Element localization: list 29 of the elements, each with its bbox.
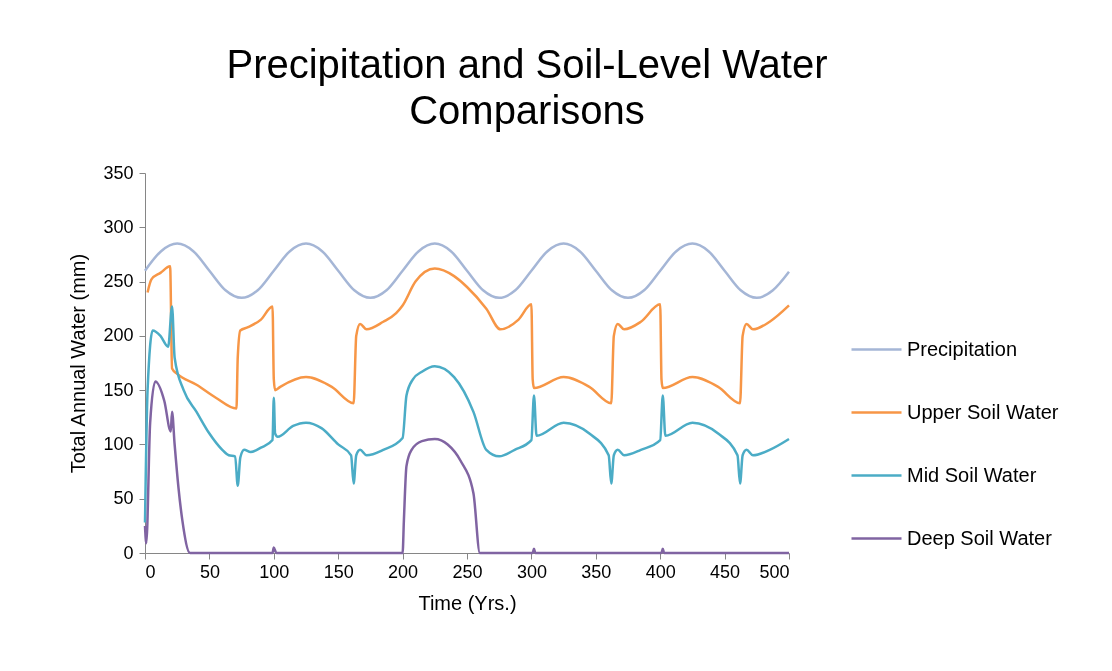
y-tick-label: 0 (123, 542, 134, 563)
chart-title: Precipitation and Soil-Level Water Comparisons (226, 42, 828, 132)
x-tick-label: 50 (199, 561, 220, 582)
legend-label: Deep Soil Water (907, 526, 1053, 549)
y-tick-label: 350 (103, 162, 134, 183)
y-axis-title: Total Annual Water (mm) (67, 253, 90, 474)
y-tick-label: 200 (103, 325, 134, 346)
line-series (143, 242, 791, 300)
y-tick-label: 100 (103, 433, 134, 454)
x-axis-title: Time (Yrs.) (418, 591, 517, 614)
line-series (143, 305, 791, 524)
y-tick-label: 300 (103, 216, 134, 237)
x-tick-label: 450 (710, 561, 741, 582)
x-tick-label: 350 (581, 561, 612, 582)
x-tick-label: 500 (759, 561, 790, 582)
legend-label: Upper Soil Water (907, 400, 1059, 423)
legend-label: Mid Soil Water (907, 463, 1037, 486)
y-tick-label: 150 (103, 379, 134, 400)
y-tick-label: 50 (113, 488, 134, 509)
line-series (146, 265, 791, 410)
x-tick-label: 200 (388, 561, 419, 582)
x-tick-label: 300 (516, 561, 547, 582)
y-tick-label: 250 (103, 271, 134, 292)
x-tick-label: 250 (452, 561, 483, 582)
x-tick-label: 0 (145, 561, 156, 582)
x-tick-label: 100 (259, 561, 290, 582)
legend-label: Precipitation (907, 337, 1018, 360)
x-tick-label: 400 (645, 561, 676, 582)
x-tick-label: 150 (323, 561, 354, 582)
